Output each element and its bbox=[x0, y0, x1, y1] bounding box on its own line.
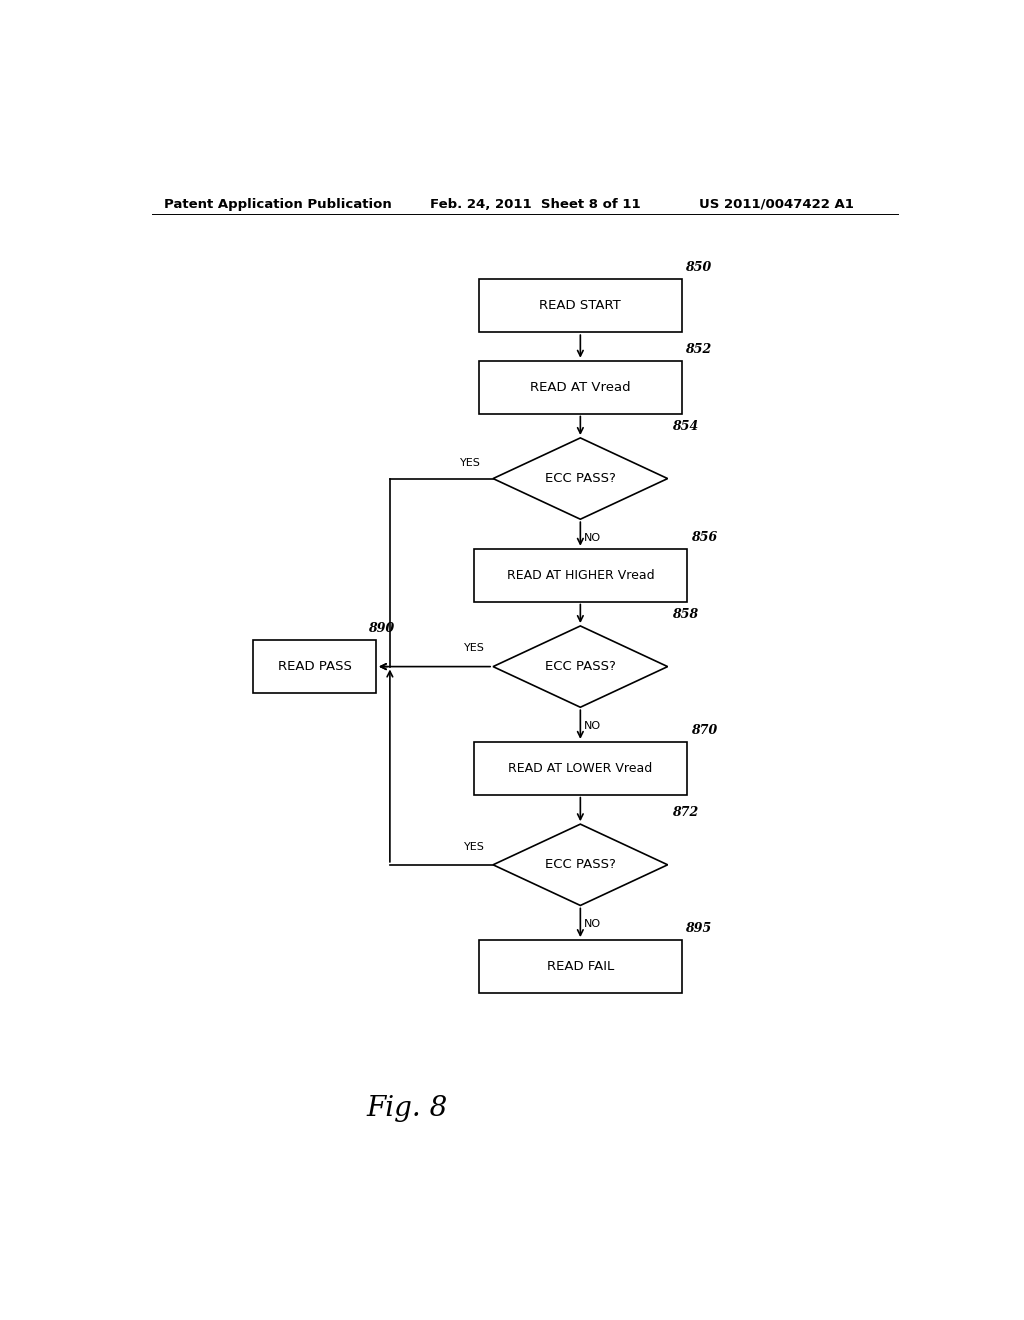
Text: 856: 856 bbox=[690, 531, 717, 544]
Text: READ START: READ START bbox=[540, 300, 622, 313]
Bar bbox=[479, 940, 682, 993]
Bar bbox=[474, 549, 687, 602]
Text: 890: 890 bbox=[368, 622, 394, 635]
Text: YES: YES bbox=[460, 458, 481, 469]
Polygon shape bbox=[494, 438, 668, 519]
Polygon shape bbox=[494, 824, 668, 906]
Text: 872: 872 bbox=[672, 807, 698, 818]
Text: 858: 858 bbox=[672, 609, 698, 620]
Text: READ AT LOWER Vread: READ AT LOWER Vread bbox=[508, 762, 652, 775]
Text: US 2011/0047422 A1: US 2011/0047422 A1 bbox=[699, 198, 854, 211]
Text: 850: 850 bbox=[685, 261, 712, 275]
Text: ECC PASS?: ECC PASS? bbox=[545, 858, 615, 871]
Text: ECC PASS?: ECC PASS? bbox=[545, 660, 615, 673]
Text: 895: 895 bbox=[685, 921, 712, 935]
Text: 870: 870 bbox=[690, 723, 717, 737]
Bar bbox=[479, 280, 682, 333]
Polygon shape bbox=[494, 626, 668, 708]
Text: ECC PASS?: ECC PASS? bbox=[545, 473, 615, 484]
Text: Fig. 8: Fig. 8 bbox=[367, 1096, 447, 1122]
Text: READ AT HIGHER Vread: READ AT HIGHER Vread bbox=[507, 569, 654, 582]
Text: READ FAIL: READ FAIL bbox=[547, 960, 614, 973]
Bar bbox=[479, 360, 682, 413]
Text: READ AT Vread: READ AT Vread bbox=[530, 380, 631, 393]
Text: NO: NO bbox=[584, 721, 601, 730]
Text: READ PASS: READ PASS bbox=[278, 660, 351, 673]
Text: YES: YES bbox=[464, 643, 485, 653]
Text: 854: 854 bbox=[672, 420, 698, 433]
Text: NO: NO bbox=[584, 532, 601, 543]
Bar bbox=[253, 640, 376, 693]
Text: NO: NO bbox=[584, 919, 601, 929]
Text: Feb. 24, 2011  Sheet 8 of 11: Feb. 24, 2011 Sheet 8 of 11 bbox=[430, 198, 640, 211]
Text: Patent Application Publication: Patent Application Publication bbox=[164, 198, 391, 211]
Text: YES: YES bbox=[464, 842, 485, 851]
Text: 852: 852 bbox=[685, 343, 712, 355]
Bar bbox=[474, 742, 687, 795]
